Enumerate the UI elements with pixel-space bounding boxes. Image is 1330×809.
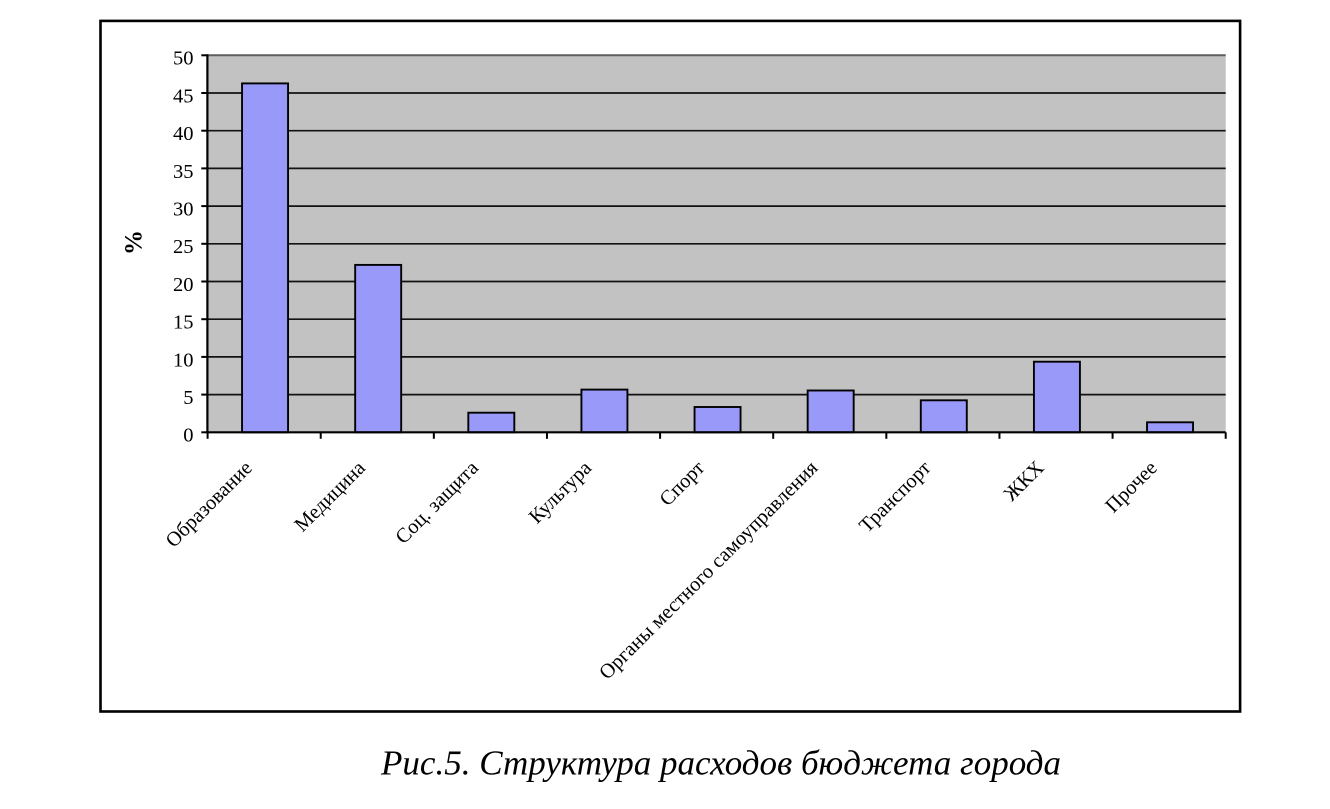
svg-text:15: 15 [173, 312, 194, 334]
svg-text:%: % [121, 230, 148, 255]
svg-text:20: 20 [173, 274, 194, 296]
svg-text:5: 5 [183, 387, 193, 409]
svg-text:50: 50 [173, 48, 194, 70]
svg-text:35: 35 [173, 161, 194, 183]
svg-text:40: 40 [173, 123, 194, 145]
svg-text:45: 45 [173, 85, 194, 107]
svg-text:25: 25 [173, 236, 194, 258]
svg-text:10: 10 [173, 349, 194, 371]
svg-text:0: 0 [183, 425, 193, 447]
svg-text:30: 30 [173, 199, 194, 221]
svg-text:Рис.5. Структура расходов бюдж: Рис.5. Структура расходов бюджета города [380, 744, 1061, 783]
